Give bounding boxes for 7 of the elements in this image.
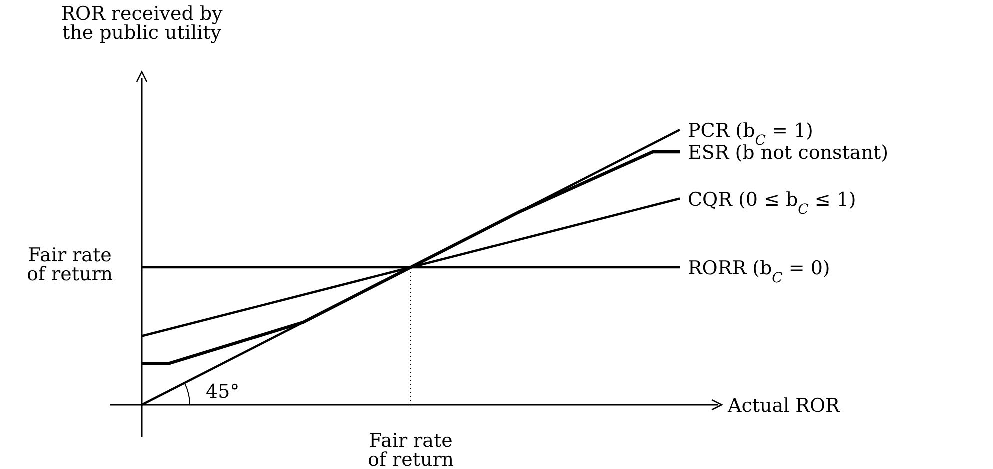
x-axis-title: Actual ROR — [727, 395, 841, 417]
annotation: Fair rate of return — [26, 244, 114, 286]
annotation: 45° — [206, 381, 240, 403]
text: Fair rate of return — [368, 430, 454, 469]
y-axis-title: ROR received by the public utility — [61, 3, 224, 44]
series-label: CQR (0 ≤ b$_{C}$ ≤ 1) — [688, 188, 856, 218]
series-label: RORR (b$_{C}$ = 0) — [688, 258, 830, 286]
